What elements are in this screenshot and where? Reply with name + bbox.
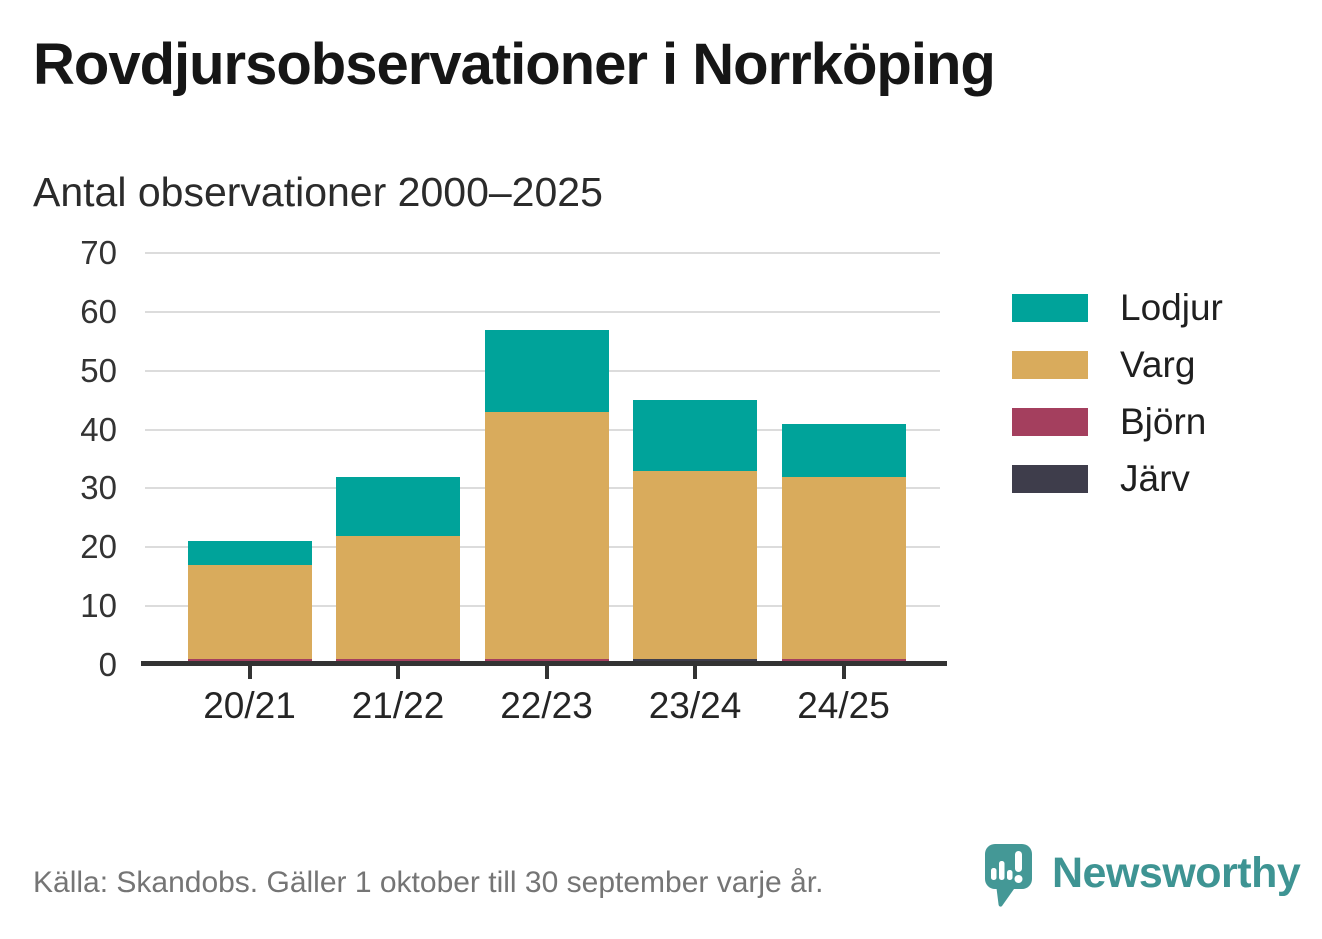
- bar-segment-23/24-Varg: [633, 470, 757, 660]
- legend-label: Björn: [1120, 401, 1207, 442]
- legend-swatch-Varg: [1012, 351, 1088, 379]
- legend-item-Lodjur: Lodjur: [1012, 287, 1223, 328]
- x-tick-label: 20/21: [203, 685, 296, 726]
- y-tick-label: 0: [98, 646, 117, 683]
- legend-swatch-Järv: [1012, 465, 1088, 493]
- legend-label: Varg: [1120, 344, 1196, 385]
- legend-label: Lodjur: [1120, 287, 1223, 328]
- chart-subtitle: Antal observationer 2000–2025: [33, 169, 603, 215]
- x-axis-line: [141, 661, 947, 666]
- plot-area: 20/21 21/22 22/23 23/24 24/25: [141, 252, 947, 726]
- y-tick-label: 30: [80, 469, 117, 507]
- x-tick-label: 21/22: [351, 685, 445, 726]
- bar-segment-24/25-Varg: [781, 476, 906, 660]
- bar-segment-21/22-Lodjur: [336, 476, 460, 536]
- y-tick-label: 50: [80, 351, 117, 389]
- bar-segment-23/24-Lodjur: [633, 400, 757, 471]
- y-tick-label: 40: [80, 410, 117, 448]
- newsworthy-logo-icon: [985, 844, 1032, 907]
- chart-title: Rovdjursobservationer i Norrköping: [33, 32, 996, 97]
- x-tick-label: 22/23: [500, 685, 593, 726]
- gridline-70: [145, 252, 940, 254]
- legend: Lodjur Varg Björn Järv: [1012, 287, 1223, 522]
- y-tick-label: 60: [80, 292, 117, 330]
- y-tick-label: 70: [80, 234, 117, 271]
- gridline-60: [145, 310, 940, 313]
- y-tick-label: 10: [80, 587, 117, 625]
- x-tick: [841, 666, 846, 679]
- x-tick: [544, 666, 549, 679]
- legend-label: Järv: [1120, 458, 1190, 499]
- legend-swatch-Lodjur: [1012, 294, 1088, 322]
- legend-item-Björn: Björn: [1012, 401, 1223, 442]
- legend-item-Varg: Varg: [1012, 344, 1223, 385]
- x-tick: [693, 666, 697, 679]
- bar-segment-22/23-Varg: [484, 411, 609, 660]
- bar-segment-20/21-Lodjur: [187, 541, 312, 565]
- x-tick-label: 23/24: [648, 685, 742, 726]
- legend-item-Järv: Järv: [1012, 458, 1223, 499]
- newsworthy-logo-text: Newsworthy: [1052, 849, 1301, 897]
- legend-swatch-Björn: [1012, 408, 1088, 436]
- bar-segment-20/21-Varg: [187, 564, 312, 660]
- bar-segment-24/25-Lodjur: [781, 423, 906, 477]
- bar-segment-22/23-Lodjur: [484, 329, 609, 412]
- bar-segment-21/22-Varg: [336, 535, 460, 660]
- source-note: Källa: Skandobs. Gäller 1 oktober till 3…: [33, 866, 824, 899]
- x-tick-label: 24/25: [797, 685, 890, 726]
- y-tick-label: 20: [80, 528, 117, 566]
- x-tick: [396, 666, 400, 679]
- x-tick: [247, 666, 252, 679]
- newsworthy-logo: Newsworthy: [982, 843, 1301, 911]
